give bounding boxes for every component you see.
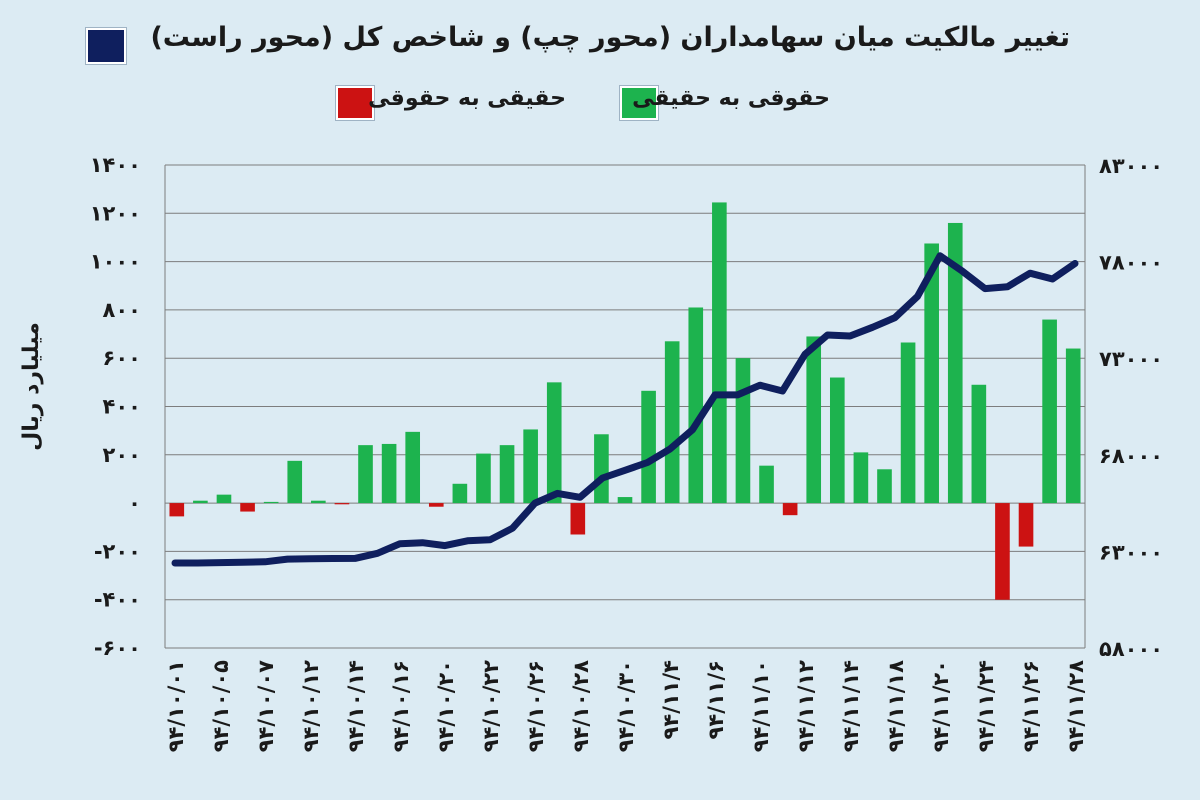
bar bbox=[829, 377, 845, 504]
bar bbox=[428, 503, 444, 507]
y-tick-label: ۰ bbox=[128, 491, 141, 515]
x-tick-label: ۹۴/۱۰/۲۶ bbox=[524, 660, 548, 752]
y-tick-label: ۱۰۰۰ bbox=[90, 250, 141, 274]
x-tick-label: ۹۴/۱۰/۰۷ bbox=[254, 660, 278, 752]
bar bbox=[358, 445, 373, 504]
bar bbox=[1042, 319, 1057, 504]
bar bbox=[1065, 348, 1081, 504]
bar bbox=[759, 465, 774, 504]
bar bbox=[877, 469, 892, 504]
x-tick-label: ۹۴/۱۰/۰۱ bbox=[164, 660, 188, 752]
bar bbox=[924, 243, 939, 504]
x-tick-label: ۹۴/۱۱/۲۴ bbox=[974, 660, 998, 752]
bar bbox=[900, 342, 916, 504]
bar bbox=[570, 503, 586, 535]
bar bbox=[381, 443, 397, 504]
bar bbox=[263, 501, 279, 504]
bar bbox=[947, 222, 963, 504]
x-tick-label: ۹۴/۱۰/۱۲ bbox=[299, 660, 323, 752]
y2-tick-label: ۶۸۰۰۰ bbox=[1099, 444, 1163, 468]
bar bbox=[688, 307, 704, 504]
bar bbox=[405, 431, 421, 504]
bar bbox=[523, 429, 538, 504]
legend-label: حقیقی به حقوقی bbox=[368, 86, 566, 111]
y-tick-label: ۴۰۰ bbox=[103, 395, 141, 419]
x-tick-label: ۹۴/۱۱/۲۸ bbox=[1064, 660, 1088, 752]
x-tick-label: ۹۴/۱۰/۲۸ bbox=[569, 660, 593, 752]
bar bbox=[334, 503, 350, 505]
bar bbox=[735, 358, 751, 504]
bar bbox=[452, 483, 468, 504]
line-legend-swatch bbox=[86, 28, 126, 64]
bar bbox=[853, 452, 869, 504]
bar bbox=[782, 503, 798, 516]
y-tick-label: -۶۰۰ bbox=[94, 636, 141, 660]
x-tick-label: ۹۴/۱۱/۶ bbox=[704, 660, 728, 739]
bar bbox=[546, 382, 562, 504]
y-tick-label: ۱۲۰۰ bbox=[90, 201, 141, 225]
x-tick-label: ۹۴/۱۱/۱۲ bbox=[794, 660, 818, 752]
bar bbox=[617, 497, 633, 504]
y2-tick-label: ۶۳۰۰۰ bbox=[1099, 540, 1163, 564]
bar bbox=[216, 494, 232, 504]
bar bbox=[499, 445, 515, 504]
y-tick-label: ۲۰۰ bbox=[103, 443, 141, 467]
x-tick-label: ۹۴/۱۰/۰۵ bbox=[209, 660, 233, 752]
legend-swatch-red bbox=[336, 86, 374, 120]
y2-tick-label: ۵۸۰۰۰ bbox=[1099, 637, 1163, 661]
x-tick-label: ۹۴/۱۱/۱۰ bbox=[749, 660, 773, 752]
y-tick-label: ۱۴۰۰ bbox=[90, 153, 141, 177]
y-tick-label: -۲۰۰ bbox=[94, 539, 141, 563]
x-tick-label: ۹۴/۱۱/۲۰ bbox=[929, 660, 953, 752]
y2-tick-label: ۷۳۰۰۰ bbox=[1099, 347, 1163, 371]
x-tick-label: ۹۴/۱۰/۱۶ bbox=[389, 660, 413, 752]
bar bbox=[311, 500, 326, 504]
x-tick-label: ۹۴/۱۰/۱۴ bbox=[344, 660, 368, 752]
bar bbox=[193, 500, 208, 504]
y2-tick-label: ۸۳۰۰۰ bbox=[1099, 154, 1163, 178]
bar bbox=[169, 503, 185, 517]
y-tick-label: -۴۰۰ bbox=[94, 588, 141, 612]
x-tick-label: ۹۴/۱۱/۴ bbox=[659, 660, 683, 740]
bar bbox=[712, 202, 727, 504]
x-tick-label: ۹۴/۱۱/۲۶ bbox=[1019, 660, 1043, 752]
y-axis-label: میلیارد ریال bbox=[19, 322, 44, 451]
legend-swatch-green bbox=[620, 86, 658, 120]
bar bbox=[641, 390, 656, 504]
bar bbox=[806, 336, 822, 504]
bar bbox=[240, 503, 255, 512]
legend-item-real-to-legal: حقیقی به حقوقی bbox=[336, 84, 566, 120]
bar bbox=[971, 384, 987, 504]
y-tick-label: ۶۰۰ bbox=[103, 346, 141, 370]
legend-item-legal-to-real: حقوقی به حقیقی bbox=[620, 84, 830, 120]
x-tick-label: ۹۴/۱۰/۳۰ bbox=[614, 660, 638, 752]
bar bbox=[594, 434, 609, 504]
bar bbox=[287, 460, 303, 504]
y-tick-label: ۸۰۰ bbox=[103, 298, 141, 322]
bar bbox=[995, 503, 1010, 600]
x-tick-label: ۹۴/۱۱/۱۴ bbox=[839, 660, 863, 752]
bar bbox=[1018, 503, 1034, 547]
bar bbox=[664, 341, 680, 504]
chart-title: تغییر مالکیت میان سهامداران (محور چپ) و … bbox=[150, 22, 1070, 53]
x-tick-label: ۹۴/۱۱/۱۸ bbox=[884, 660, 908, 752]
bar bbox=[476, 453, 491, 504]
y2-tick-label: ۷۸۰۰۰ bbox=[1099, 251, 1163, 275]
index-line bbox=[171, 252, 1079, 567]
legend-label: حقوقی به حقیقی bbox=[632, 86, 830, 111]
x-tick-label: ۹۴/۱۰/۲۰ bbox=[434, 660, 458, 752]
x-tick-label: ۹۴/۱۰/۲۲ bbox=[479, 660, 503, 752]
